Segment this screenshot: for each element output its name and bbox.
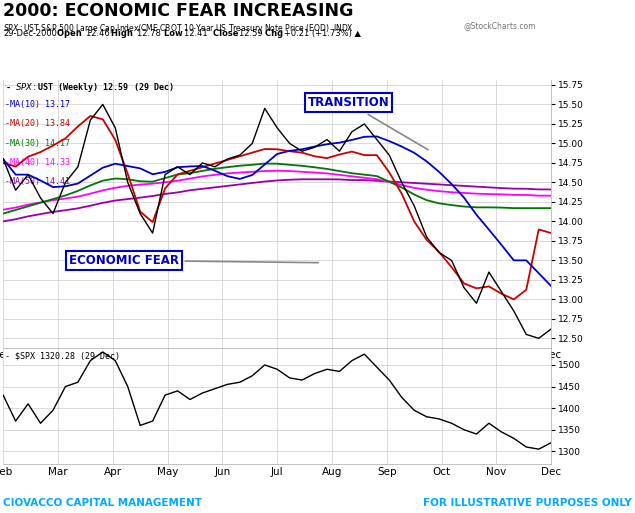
Text: CIOVACCO CAPITAL MANAGEMENT: CIOVACCO CAPITAL MANAGEMENT xyxy=(3,498,202,508)
Text: 29-Dec-2000: 29-Dec-2000 xyxy=(3,29,57,38)
Text: -MA(10) 13.17: -MA(10) 13.17 xyxy=(5,100,70,109)
Text: ECONOMIC FEAR: ECONOMIC FEAR xyxy=(69,254,318,267)
Text: -MA(40) 14.33: -MA(40) 14.33 xyxy=(5,158,70,167)
Text: -MA(20) 13.84: -MA(20) 13.84 xyxy=(5,120,70,128)
Text: - $SPX 1320.28 (29 Dec): - $SPX 1320.28 (29 Dec) xyxy=(5,351,120,360)
Text: 12.59: 12.59 xyxy=(239,29,268,38)
Text: 2000: ECONOMIC FEAR INCREASING: 2000: ECONOMIC FEAR INCREASING xyxy=(3,2,354,19)
Text: -MA(50) 14.41: -MA(50) 14.41 xyxy=(5,177,70,186)
Text: - $SPX:$UST (Weekly) 12.59 (29 Dec): - $SPX:$UST (Weekly) 12.59 (29 Dec) xyxy=(5,81,174,94)
Text: TRANSITION: TRANSITION xyxy=(307,96,428,150)
Text: 12.46: 12.46 xyxy=(86,29,115,38)
Text: 12.78: 12.78 xyxy=(137,29,166,38)
Text: FOR ILLUSTRATIVE PURPOSES ONLY: FOR ILLUSTRATIVE PURPOSES ONLY xyxy=(423,498,632,508)
Text: Close: Close xyxy=(213,29,241,38)
Text: High: High xyxy=(111,29,136,38)
Text: $SPX:$UST S&P 500 Large Cap Index/CME CBOT 10-Year US Treasury Note Price (EOD) : $SPX:$UST S&P 500 Large Cap Index/CME CB… xyxy=(3,22,354,34)
Text: +0.21 (+1.73%) ▲: +0.21 (+1.73%) ▲ xyxy=(284,29,361,38)
Text: -MA(30) 14.17: -MA(30) 14.17 xyxy=(5,139,70,148)
Text: Open: Open xyxy=(57,29,85,38)
Text: @StockCharts.com: @StockCharts.com xyxy=(464,22,536,31)
Text: Low: Low xyxy=(164,29,185,38)
Text: 12.41: 12.41 xyxy=(184,29,213,38)
Text: Chg: Chg xyxy=(265,29,286,38)
